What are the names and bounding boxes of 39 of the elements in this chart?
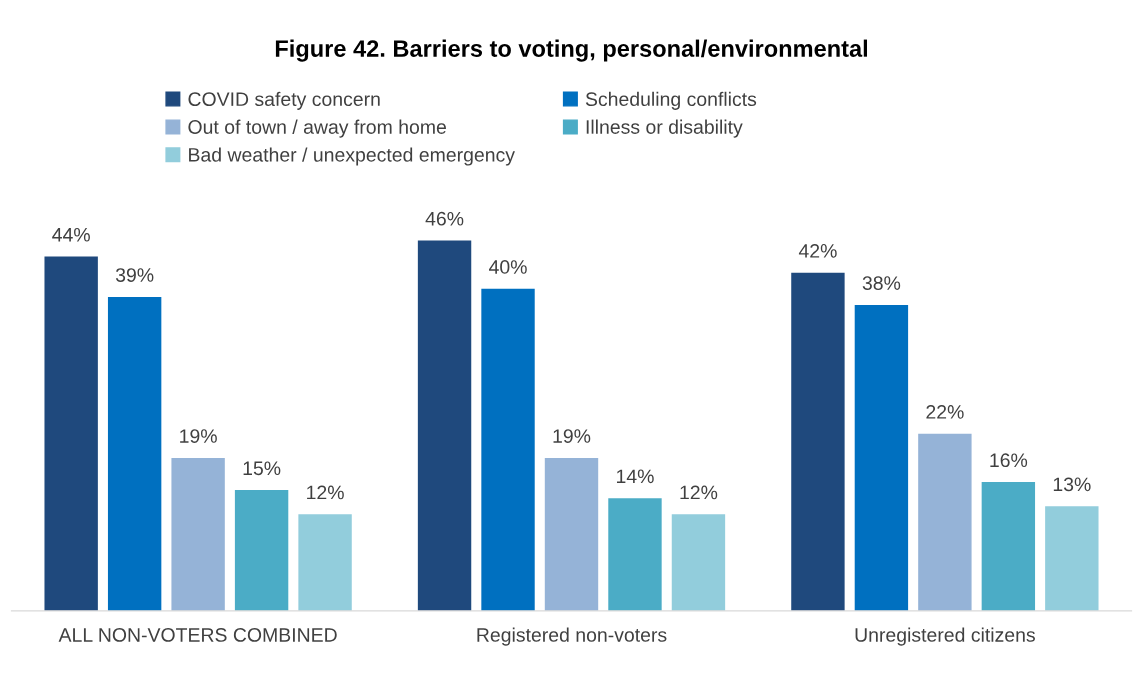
data-label: 42% (798, 244, 837, 258)
data-label: 19% (553, 429, 591, 443)
bar (417, 240, 472, 611)
bar (171, 457, 225, 611)
legend-label: Out of town / away from home (188, 119, 446, 138)
bar (854, 304, 909, 611)
bar (481, 288, 535, 611)
bar (107, 296, 162, 611)
x-tick-label: ALL NON-VOTERS COMBINED (58, 628, 337, 642)
data-label: 13% (1053, 477, 1091, 492)
data-label: 15% (243, 461, 281, 476)
bar (608, 498, 662, 611)
data-label: 39% (115, 268, 154, 282)
data-label: 12% (307, 485, 344, 500)
bar (1045, 506, 1099, 611)
data-label: 46% (425, 211, 464, 226)
bar (671, 514, 726, 611)
bar (981, 482, 1036, 611)
bar (791, 272, 845, 611)
legend-label: COVID safety concern (188, 91, 380, 110)
bar (544, 457, 599, 611)
legend-label: Scheduling conflicts (585, 91, 757, 110)
chart-title: Figure 42. Barriers to voting, personal/environmental (275, 39, 868, 62)
bar (234, 490, 289, 611)
data-label: 14% (617, 469, 654, 484)
data-label: 22% (926, 405, 964, 419)
data-label: 38% (862, 276, 901, 290)
x-tick-label: Registered non-voters (477, 627, 667, 646)
data-label: 19% (180, 429, 217, 443)
bar (918, 433, 972, 611)
data-label: 44% (52, 227, 90, 242)
data-label: 12% (680, 485, 718, 500)
legend-label: Bad weather / unexpected emergency (189, 147, 515, 166)
legend-label: Illness or disability (586, 119, 743, 138)
data-label: 40% (489, 260, 527, 274)
x-tick-label: Unregistered citizens (855, 627, 1035, 646)
data-label: 16% (990, 453, 1028, 468)
bar (298, 514, 352, 611)
bar (44, 256, 98, 611)
